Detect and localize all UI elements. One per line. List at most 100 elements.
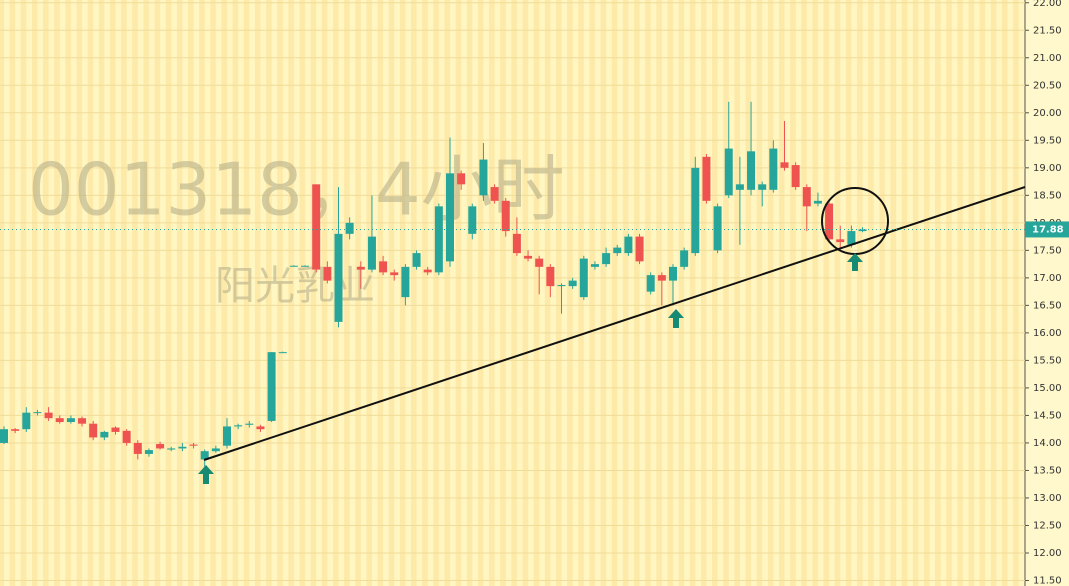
price-axis-background [1025, 0, 1069, 586]
candle-body [724, 148, 733, 196]
y-tick-label: 17.50 [1033, 245, 1062, 256]
candle-body [691, 167, 700, 254]
candle-body [524, 255, 533, 259]
candle-body [178, 446, 187, 449]
candle-body [278, 352, 287, 354]
y-tick-label: 20.00 [1033, 108, 1062, 119]
last-price-badge [1025, 221, 1069, 238]
candle-body [0, 429, 8, 443]
candle-body [713, 206, 722, 251]
y-tick-label: 12.00 [1033, 548, 1062, 559]
y-tick-label: 15.00 [1033, 383, 1062, 394]
y-tick-label: 20.50 [1033, 80, 1062, 91]
candle-body [156, 444, 165, 449]
candle-body [334, 233, 343, 322]
candle-body [735, 184, 744, 190]
candle-body [669, 266, 677, 281]
candle-body [234, 425, 243, 427]
candle-body [401, 266, 410, 298]
y-tick-label: 16.50 [1033, 300, 1062, 311]
candle-body [769, 148, 778, 190]
candle-body [144, 450, 153, 454]
candle-body [535, 258, 544, 267]
candle-body [490, 187, 499, 201]
candle-body [457, 173, 466, 185]
candle-body [557, 285, 566, 287]
candle-body [836, 239, 845, 243]
candle-body [758, 184, 767, 190]
candle-body [78, 418, 87, 424]
candle-body [657, 275, 666, 281]
candle-body [89, 423, 98, 438]
candle-body [289, 265, 298, 267]
plot-background [0, 0, 1025, 586]
candle-body [223, 426, 231, 446]
candle-body [267, 352, 276, 421]
y-tick-label: 13.00 [1033, 493, 1062, 504]
candle-body [167, 448, 176, 450]
candle-body [100, 431, 109, 438]
candle-body [367, 236, 376, 270]
y-tick-label: 15.50 [1033, 355, 1062, 366]
candle-body [211, 448, 220, 452]
candle-body [802, 187, 811, 207]
candle-body [847, 231, 856, 245]
candle-body [702, 156, 711, 201]
arrow-up [847, 253, 863, 271]
y-tick-label: 19.50 [1033, 135, 1062, 146]
candle-body [11, 429, 20, 431]
arrow-up [198, 465, 214, 484]
candle-body [312, 184, 321, 270]
candle-body [479, 159, 488, 196]
candle-body [468, 206, 477, 234]
candle-body [55, 418, 64, 423]
y-tick-label: 13.50 [1033, 465, 1062, 476]
candle-body [22, 412, 31, 430]
candle-body [680, 250, 689, 267]
grid [0, 2, 1025, 581]
candle-body [501, 200, 510, 232]
y-tick-label: 18.50 [1033, 190, 1062, 201]
candle-body [858, 229, 867, 232]
candle-body [44, 412, 53, 419]
candle-body [111, 427, 120, 432]
candle-body [33, 412, 42, 414]
candle-body [813, 200, 822, 204]
candle-body [379, 261, 388, 273]
candle-body [646, 275, 655, 292]
candle-body [791, 165, 800, 188]
y-tick-label: 16.00 [1033, 328, 1062, 339]
candle-body [189, 444, 198, 446]
candle-body [423, 269, 432, 273]
candle-body [345, 222, 354, 234]
y-tick-label: 14.00 [1033, 438, 1062, 449]
y-tick-label: 14.50 [1033, 410, 1062, 421]
y-tick-label: 12.50 [1033, 520, 1062, 531]
candle-body [825, 203, 834, 240]
candle-body [579, 258, 588, 298]
candle-body [512, 233, 521, 254]
candle-body [245, 423, 254, 425]
last-price-label: 17.88 [1032, 224, 1064, 235]
watermark-sub: 阳光乳业 [215, 263, 375, 309]
candle-body [568, 280, 577, 287]
candle-body [747, 151, 756, 190]
candle-body [122, 430, 131, 443]
y-tick-label: 11.50 [1033, 575, 1062, 586]
candle-body [546, 266, 555, 287]
y-tick-label: 21.00 [1033, 53, 1062, 64]
candle-body [301, 265, 310, 267]
y-tick-label: 19.00 [1033, 163, 1062, 174]
candle-body [590, 264, 599, 267]
arrow-up [668, 309, 684, 328]
candle-body [356, 266, 365, 270]
candle-body [780, 162, 789, 168]
y-tick-label: 17.00 [1033, 273, 1062, 284]
candle-body [66, 418, 75, 423]
candle-body [323, 266, 332, 281]
candles [0, 101, 867, 468]
candle-body [434, 206, 443, 273]
candle-body [256, 426, 265, 430]
candle-body [602, 253, 611, 265]
